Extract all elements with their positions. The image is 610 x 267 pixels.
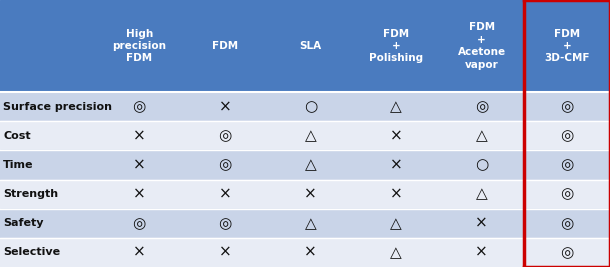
Text: ×: × — [475, 245, 488, 260]
Text: △: △ — [390, 245, 402, 260]
Text: ◎: ◎ — [561, 216, 574, 231]
Text: ◎: ◎ — [132, 216, 146, 231]
Text: ◎: ◎ — [561, 128, 574, 143]
Bar — [0, 238, 610, 267]
Bar — [0, 209, 610, 238]
Text: △: △ — [304, 158, 316, 172]
Text: ×: × — [390, 158, 403, 172]
Text: ×: × — [390, 187, 403, 202]
Text: Time: Time — [3, 160, 34, 170]
Text: △: △ — [476, 128, 487, 143]
Bar — [0, 150, 610, 179]
Text: Cost: Cost — [3, 131, 31, 141]
Text: ◎: ◎ — [132, 99, 146, 114]
Text: ×: × — [133, 158, 146, 172]
Text: High
precision
FDM: High precision FDM — [112, 29, 166, 64]
Bar — [0, 179, 610, 209]
Text: ◎: ◎ — [218, 128, 231, 143]
Text: ×: × — [390, 128, 403, 143]
Text: ○: ○ — [304, 99, 317, 114]
Text: △: △ — [390, 99, 402, 114]
Text: Safety: Safety — [3, 218, 43, 228]
Text: ×: × — [218, 187, 231, 202]
Text: ○: ○ — [475, 158, 488, 172]
Bar — [0, 92, 610, 121]
Text: △: △ — [476, 187, 487, 202]
Text: ◎: ◎ — [218, 158, 231, 172]
Text: FDM
+
3D-CMF: FDM + 3D-CMF — [545, 29, 590, 64]
Bar — [0, 0, 610, 92]
Text: SLA: SLA — [300, 41, 321, 51]
Text: ◎: ◎ — [475, 99, 488, 114]
Text: ◎: ◎ — [561, 187, 574, 202]
Text: △: △ — [304, 128, 316, 143]
Text: △: △ — [304, 216, 316, 231]
Text: ×: × — [304, 245, 317, 260]
Text: ◎: ◎ — [561, 158, 574, 172]
Text: ◎: ◎ — [561, 99, 574, 114]
Text: FDM
+
Polishing: FDM + Polishing — [369, 29, 423, 64]
Text: FDM: FDM — [212, 41, 238, 51]
Text: Strength: Strength — [3, 189, 58, 199]
Text: ×: × — [304, 187, 317, 202]
Text: ×: × — [475, 216, 488, 231]
Text: ×: × — [133, 245, 146, 260]
Text: ×: × — [133, 187, 146, 202]
Text: Selective: Selective — [3, 248, 60, 257]
Text: ×: × — [133, 128, 146, 143]
Bar — [0, 121, 610, 150]
Text: Surface precision: Surface precision — [3, 102, 112, 112]
Text: △: △ — [390, 216, 402, 231]
Text: ◎: ◎ — [218, 216, 231, 231]
Text: ×: × — [218, 99, 231, 114]
Text: ◎: ◎ — [561, 245, 574, 260]
Text: FDM
+
Acetone
vapor: FDM + Acetone vapor — [458, 22, 506, 70]
Text: ×: × — [218, 245, 231, 260]
